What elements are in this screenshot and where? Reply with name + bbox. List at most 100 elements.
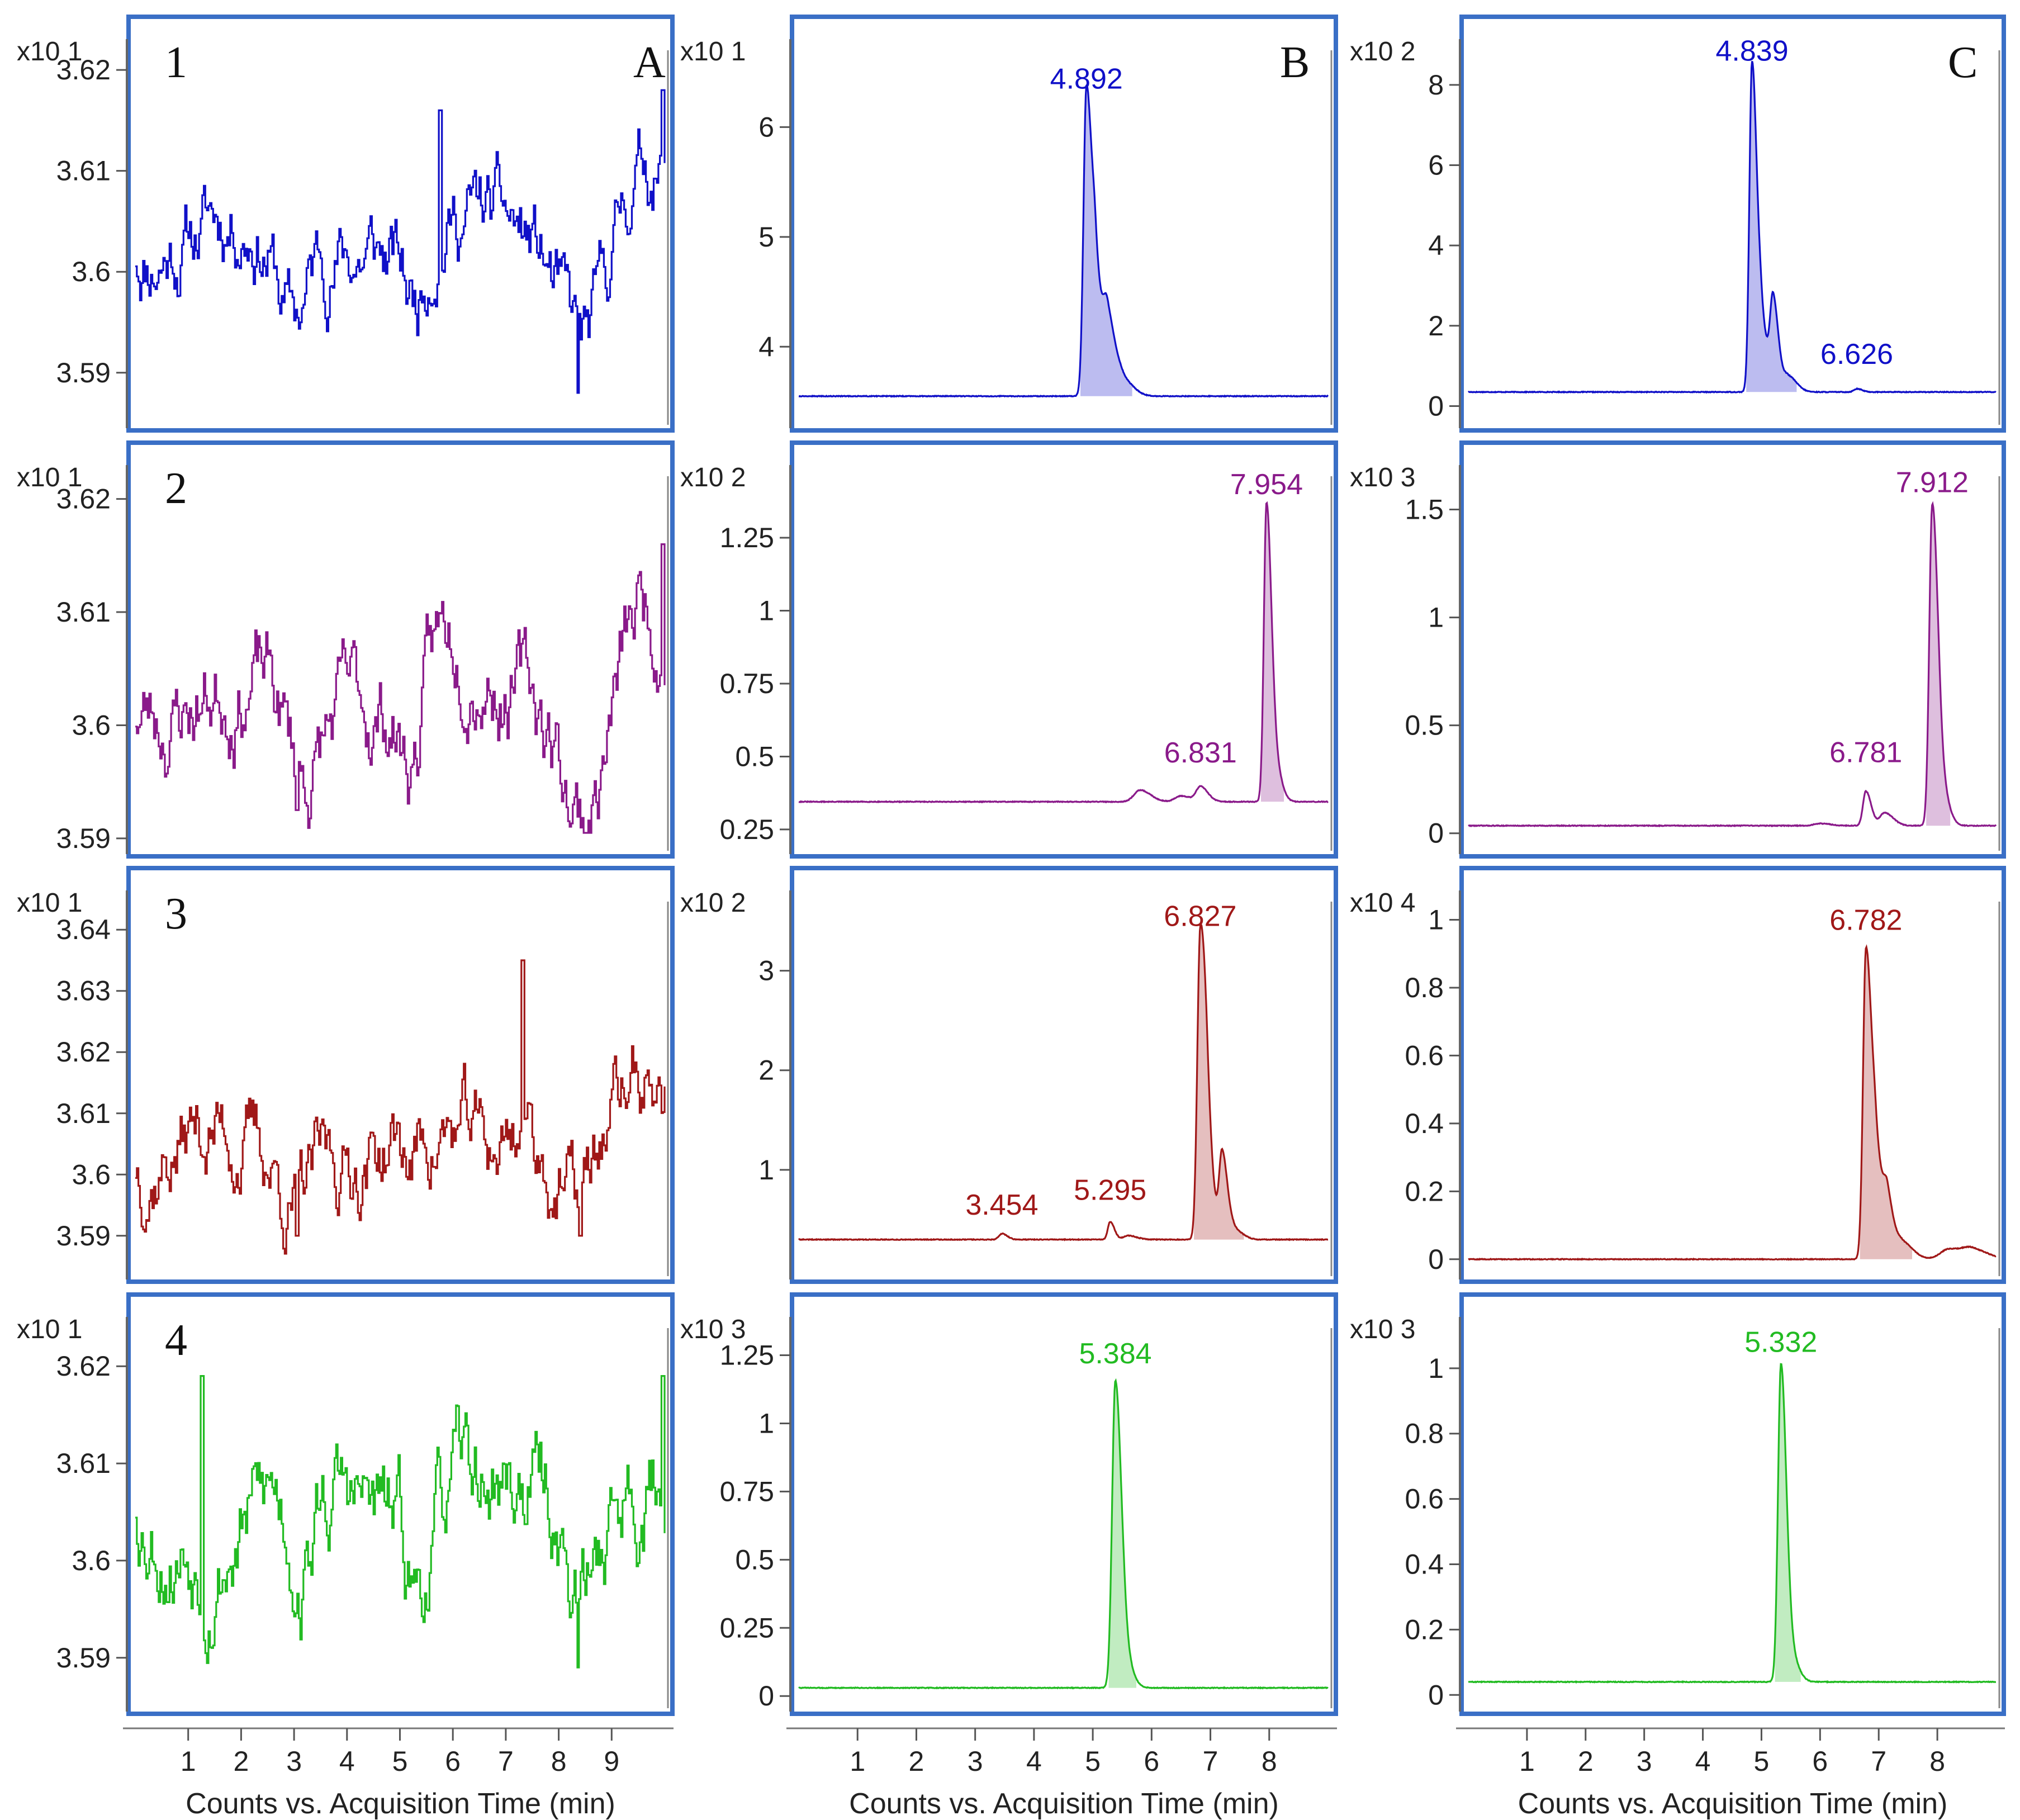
xtick-label-A-5: 6	[445, 1746, 461, 1777]
peak-label-3C-0: 6.782	[1829, 904, 1902, 937]
ytick-label-4C-3: 0.6	[1405, 1484, 1444, 1515]
ytick-label-2A-0: 3.59	[56, 823, 111, 854]
ytick-label-4C-5: 1	[1428, 1353, 1444, 1384]
xtick-label-A-6: 7	[498, 1746, 514, 1777]
ytick-label-2B-3: 1	[758, 595, 774, 627]
ytick-label-4B-5: 1.25	[720, 1340, 774, 1371]
peak-label-3B-1: 3.454	[965, 1189, 1038, 1221]
xtick-label-C-0: 1	[1519, 1746, 1535, 1777]
trace-2C	[1468, 501, 1997, 828]
ytick-label-3A-4: 3.63	[56, 975, 111, 1007]
trace-1A	[135, 89, 666, 394]
panel-frame-4B	[790, 1292, 1338, 1716]
xtick-label-C-3: 4	[1695, 1746, 1711, 1777]
ytick-label-4C-4: 0.8	[1405, 1418, 1444, 1449]
ytick-label-4B-2: 0.5	[735, 1544, 774, 1575]
xtick-label-A-0: 1	[181, 1746, 196, 1777]
ytick-label-1A-1: 3.6	[72, 256, 111, 287]
ytick-label-2A-1: 3.6	[72, 709, 111, 741]
ytick-label-4B-3: 0.75	[720, 1476, 774, 1507]
trace-4C	[1468, 1363, 1996, 1684]
peak-label-3B-2: 5.295	[1074, 1174, 1146, 1206]
ytick-label-2B-2: 0.75	[720, 668, 774, 699]
ytick-label-3B-2: 3	[758, 955, 774, 987]
xtick-label-A-1: 2	[233, 1746, 249, 1777]
panel-frame-4A	[126, 1292, 675, 1716]
xtick-label-B-1: 2	[909, 1746, 924, 1777]
ytick-label-1C-3: 6	[1428, 149, 1444, 181]
peak-label-2C-0: 7.912	[1896, 467, 1969, 499]
xtick-label-C-2: 3	[1637, 1746, 1652, 1777]
xtick-label-B-5: 6	[1144, 1746, 1159, 1777]
trace-1C	[1468, 60, 1997, 394]
exponent-label-2B: x10 2	[680, 463, 746, 492]
trace-3A	[135, 959, 666, 1255]
x-axis-title-A: Counts vs. Acquisition Time (min)	[186, 1788, 615, 1820]
row-number-3: 3	[165, 889, 187, 939]
ytick-label-3B-1: 2	[758, 1055, 774, 1086]
ytick-label-2B-4: 1.25	[720, 522, 774, 553]
panel-frame-2A	[126, 440, 675, 859]
ytick-label-4A-2: 3.61	[56, 1448, 111, 1479]
peak-label-1B-0: 4.892	[1050, 63, 1123, 96]
xtick-label-B-0: 1	[850, 1746, 865, 1777]
panel-frame-2B	[790, 440, 1338, 859]
ytick-label-1A-2: 3.61	[56, 155, 111, 187]
trace-2A	[135, 543, 666, 834]
row-number-2: 2	[165, 464, 187, 513]
ytick-label-2B-1: 0.5	[735, 741, 774, 772]
peak-area-2C	[1926, 504, 1951, 826]
panel-frame-1C	[1459, 15, 2006, 433]
ytick-label-2B-0: 0.25	[720, 814, 774, 845]
xtick-label-A-2: 3	[286, 1746, 302, 1777]
ytick-label-3C-2: 0.4	[1405, 1108, 1444, 1139]
peak-area-1C	[1746, 61, 1797, 392]
ytick-label-3C-4: 0.8	[1405, 972, 1444, 1003]
ytick-label-1A-0: 3.59	[56, 357, 111, 388]
peak-label-1C-0: 4.839	[1715, 35, 1788, 68]
ytick-label-4B-4: 1	[758, 1407, 774, 1439]
panel-frame-1B	[790, 15, 1338, 433]
xtick-label-A-7: 8	[551, 1746, 567, 1777]
ytick-label-3A-3: 3.62	[56, 1036, 111, 1068]
trace-4B	[798, 1378, 1329, 1690]
xtick-label-B-6: 7	[1203, 1746, 1218, 1777]
exponent-label-2A: x10 1	[17, 463, 82, 492]
ytick-label-1B-1: 5	[758, 221, 774, 253]
ytick-label-1C-1: 2	[1428, 310, 1444, 342]
exponent-label-1B: x10 1	[680, 37, 746, 67]
peak-area-4C	[1775, 1364, 1801, 1682]
ytick-label-3C-0: 0	[1428, 1244, 1444, 1275]
ytick-label-3C-5: 1	[1428, 904, 1444, 936]
exponent-label-4A: x10 1	[17, 1315, 82, 1344]
peak-area-1B	[1080, 85, 1132, 396]
ytick-label-4B-1: 0.25	[720, 1612, 774, 1643]
ytick-label-1B-0: 4	[758, 331, 774, 362]
xtick-label-B-4: 5	[1085, 1746, 1101, 1777]
xtick-label-A-3: 4	[339, 1746, 355, 1777]
ytick-label-3C-3: 0.6	[1405, 1040, 1444, 1071]
panel-frame-3A	[126, 866, 675, 1284]
ytick-label-2C-0: 0	[1428, 818, 1444, 849]
xtick-label-B-3: 4	[1026, 1746, 1042, 1777]
xtick-label-A-8: 9	[604, 1746, 619, 1777]
ytick-label-2C-3: 1.5	[1405, 494, 1444, 525]
peak-label-2B-1: 6.831	[1164, 737, 1237, 769]
exponent-label-4C: x10 3	[1350, 1315, 1415, 1344]
exponent-label-2C: x10 3	[1350, 463, 1415, 492]
ytick-label-2C-1: 0.5	[1405, 710, 1444, 741]
xtick-label-C-5: 6	[1812, 1746, 1828, 1777]
exponent-label-3C: x10 4	[1350, 888, 1415, 918]
ytick-label-4A-1: 3.6	[72, 1545, 111, 1576]
ytick-label-3A-1: 3.6	[72, 1159, 111, 1190]
ytick-label-3B-0: 1	[758, 1154, 774, 1186]
ytick-label-4A-3: 3.62	[56, 1350, 111, 1382]
x-axis-title-B: Counts vs. Acquisition Time (min)	[849, 1788, 1279, 1820]
panel-frame-1A	[126, 15, 675, 433]
ytick-label-2C-2: 1	[1428, 602, 1444, 633]
ytick-label-4C-0: 0	[1428, 1679, 1444, 1710]
panel-letter-A: A	[633, 38, 666, 87]
ytick-label-3A-5: 3.64	[56, 914, 111, 945]
xtick-label-C-7: 8	[1929, 1746, 1945, 1777]
